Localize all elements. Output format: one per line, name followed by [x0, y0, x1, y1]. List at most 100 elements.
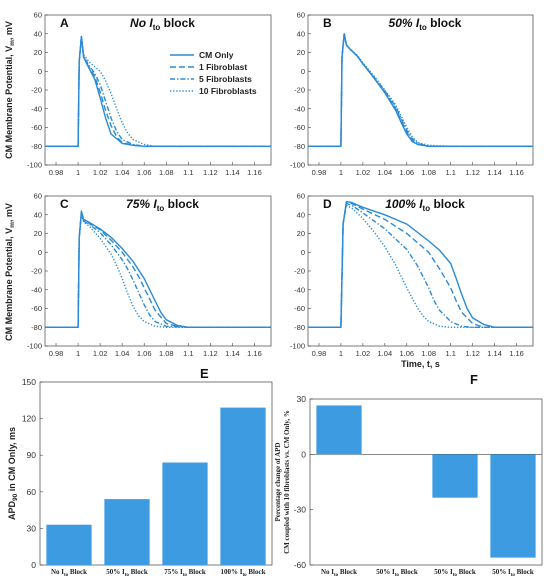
x-axis-label: Time, t, s [401, 359, 440, 369]
category-label: No Ito Block [321, 568, 357, 578]
x-tick-label: 1.1 [183, 349, 193, 358]
x-tick-label: 1 [339, 168, 343, 177]
x-tick-label: 1.06 [137, 349, 152, 358]
y-tick-label: 20 [297, 48, 305, 57]
y-tick-label: -60 [294, 304, 305, 313]
series-line-5-fibroblasts [45, 35, 271, 148]
bar [104, 499, 150, 565]
y-tick-label: -60 [31, 123, 42, 132]
y-tick-label: 150 [22, 377, 36, 387]
series-line-10-fibroblasts [45, 214, 271, 328]
bar [432, 454, 478, 498]
x-tick-label: 1.16 [509, 349, 524, 358]
x-tick-label: 1 [339, 349, 343, 358]
x-tick-label: 1.14 [225, 349, 240, 358]
y-tick-label: 0 [301, 449, 306, 459]
series-line-1-fibroblast [45, 211, 271, 328]
panel-label: D [323, 197, 332, 211]
x-tick-label: 1.02 [93, 349, 108, 358]
y-tick-label: 90 [27, 450, 37, 460]
y-tick-label: -80 [294, 142, 305, 151]
series-line-5-fibroblasts [308, 33, 533, 148]
y-tick-label: 20 [34, 48, 42, 57]
y-axis-label-line2: CM coupled with 10 fibroblasts vs. CM On… [283, 410, 291, 554]
category-label: 100% Ito Block [220, 568, 265, 578]
y-tick-label: -40 [31, 285, 42, 294]
ylabel-left-cd: CM Membrane Potential, Vm, mV [4, 203, 16, 341]
y-tick-label: -40 [294, 104, 305, 113]
y-tick-label: -20 [294, 86, 305, 95]
x-tick-label: 1.08 [421, 168, 436, 177]
y-tick-label: 30 [27, 523, 37, 533]
category-label: 75% Ito Block [164, 568, 206, 578]
y-tick-label: -20 [31, 86, 42, 95]
x-tick-label: 1.06 [137, 168, 152, 177]
x-tick-label: 0.98 [312, 349, 327, 358]
panel-a: -100 -80 -60 -40 -20 0 20 40 60 0.98 1 1.02 1.04 1.06… [27, 11, 272, 177]
y-tick-label: 40 [34, 29, 42, 38]
y-tick-label: 20 [34, 229, 42, 238]
x-tick-label: 1.14 [487, 349, 502, 358]
x-tick-label: 1.1 [445, 349, 455, 358]
panel-label: F [470, 372, 478, 387]
x-tick-label: 1.04 [378, 349, 393, 358]
x-tick-label: 1.12 [465, 168, 480, 177]
y-tick-label: 0 [301, 248, 305, 257]
plot-frame [309, 398, 543, 566]
panel-title: 50% Ito block [389, 16, 462, 32]
y-tick-label: 60 [34, 192, 42, 201]
chart-layer: -100 -80 -60 -40 -20 0 20 40 60 0.98 1 1.02 1.04 1.06… [7, 11, 543, 578]
x-tick-label: 1.14 [225, 168, 240, 177]
y-tick-label: -80 [294, 323, 305, 332]
panel-title: 100% Ito block [385, 197, 465, 213]
svg-text:CM Membrane Potential, Vm, mV: CM Membrane Potential, Vm, mV [4, 203, 16, 341]
x-tick-label: 1.16 [247, 349, 262, 358]
panel-e: 0 30 60 90 120 150 No Ito Block 50% Ito Block 75… [7, 366, 273, 578]
panel-d: -100 -80 -60 -40 -20 0 20 40 60 0.98 1 1.02 1.04 1.06… [290, 192, 534, 369]
y-tick-label: 40 [34, 210, 42, 219]
y-tick-label: 30 [297, 394, 307, 404]
y-tick-label: -100 [27, 342, 42, 351]
y-tick-label: -40 [294, 285, 305, 294]
y-tick-label: 40 [297, 210, 305, 219]
category-label: No Ito Block [51, 568, 87, 578]
x-tick-label: 1.16 [247, 168, 262, 177]
plot-frame [39, 381, 273, 566]
y-tick-label: -40 [31, 104, 42, 113]
legend-entry: 1 Fibroblast [199, 62, 247, 72]
x-tick-label: 1.04 [378, 168, 393, 177]
panel-label: E [200, 366, 209, 381]
x-tick-label: 1.08 [421, 349, 436, 358]
bar [46, 524, 92, 565]
y-tick-label: 20 [297, 229, 305, 238]
y-tick-label: 40 [297, 29, 305, 38]
series-line-10-fibroblasts [45, 35, 271, 148]
legend-entry: CM Only [199, 50, 234, 60]
panel-title: No Ito block [130, 16, 195, 32]
panel-label: C [60, 197, 69, 211]
legend-entry: 5 Fibroblasts [199, 74, 252, 84]
y-tick-label: -60 [31, 304, 42, 313]
panel-title: 75% Ito block [126, 197, 199, 213]
legend-entry: 10 Fibroblasts [199, 86, 257, 96]
x-tick-label: 1.02 [93, 168, 108, 177]
x-tick-label: 1.12 [203, 349, 218, 358]
bar [316, 405, 362, 455]
x-tick-label: 1.1 [183, 168, 193, 177]
x-tick-label: 1.04 [115, 168, 130, 177]
y-tick-label: -60 [294, 560, 307, 570]
y-tick-label: 0 [38, 248, 42, 257]
x-tick-label: 1.12 [203, 168, 218, 177]
x-tick-label: 1 [76, 168, 80, 177]
x-tick-label: 1.14 [487, 168, 502, 177]
bar [490, 454, 536, 558]
panel-b: -100 -80 -60 -40 -20 0 20 40 60 0.98 1 1.02 1.04 1.06… [290, 11, 534, 177]
y-tick-label: 0 [38, 67, 42, 76]
y-tick-label: 60 [27, 487, 37, 497]
x-tick-label: 1.04 [115, 349, 130, 358]
y-tick-label: -80 [31, 142, 42, 151]
x-tick-label: 1.08 [159, 168, 174, 177]
y-axis-label-line1: Percentage change of APD [274, 443, 282, 522]
legend: CM Only 1 Fibroblast 5 Fibroblasts 10 Fibro… [170, 50, 257, 96]
